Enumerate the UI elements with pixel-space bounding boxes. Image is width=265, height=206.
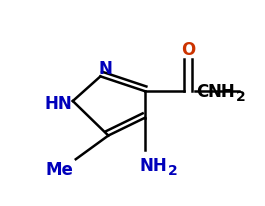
Text: NH: NH [208,83,236,101]
Text: NH: NH [140,156,168,174]
Text: O: O [181,41,195,59]
Text: HN: HN [44,95,72,112]
Text: N: N [98,60,112,78]
Text: 2: 2 [236,90,245,104]
Text: Me: Me [45,160,73,178]
Text: C: C [196,83,208,101]
Text: 2: 2 [167,163,177,177]
